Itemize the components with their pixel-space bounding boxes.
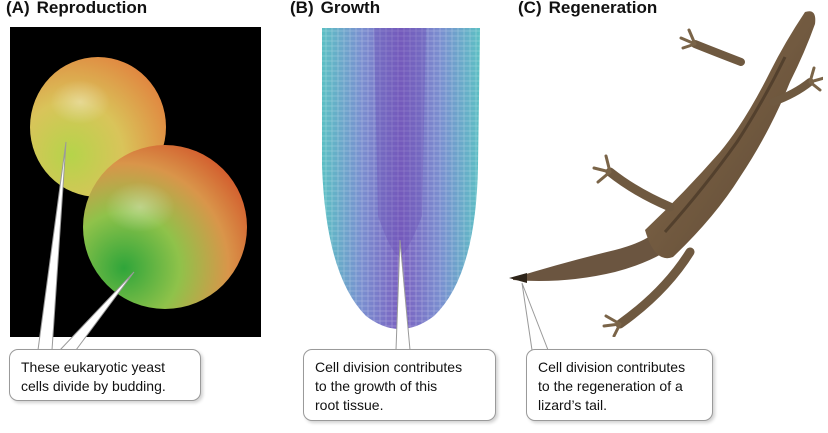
panel-a-heading: Reproduction bbox=[36, 0, 148, 17]
panel-b-letter: (B) bbox=[290, 0, 314, 17]
panel-b-title: (B) Growth bbox=[290, 0, 380, 18]
panel-a-title: (A) Reproduction bbox=[6, 0, 147, 18]
caption-root-line-1: Cell division contributes bbox=[315, 359, 463, 375]
caption-lizard-line-2: to the regeneration of a bbox=[538, 378, 683, 394]
panel-c-title: (C) Regeneration bbox=[518, 0, 657, 18]
caption-yeast-line-2: cells divide by budding. bbox=[21, 378, 166, 394]
root-tip-micrograph bbox=[314, 26, 486, 340]
callout-yeast: These eukaryotic yeast cells divide by b… bbox=[9, 349, 201, 401]
panel-c-letter: (C) bbox=[518, 0, 542, 17]
lizard-photo bbox=[505, 2, 823, 337]
caption-lizard-line-3: lizard’s tail. bbox=[538, 397, 607, 413]
caption-lizard-line-1: Cell division contributes bbox=[538, 359, 686, 375]
caption-root-line-2: to the growth of this bbox=[315, 378, 438, 394]
panel-a-letter: (A) bbox=[6, 0, 30, 17]
panel-b-heading: Growth bbox=[320, 0, 381, 17]
panel-c-heading: Regeneration bbox=[548, 0, 658, 17]
caption-yeast-line-1: These eukaryotic yeast bbox=[21, 359, 165, 375]
caption-root-line-3: root tissue. bbox=[315, 397, 384, 413]
callout-root: Cell division contributes to the growth … bbox=[303, 349, 496, 421]
yeast-micrograph bbox=[10, 27, 261, 337]
callout-lizard: Cell division contributes to the regener… bbox=[526, 349, 713, 421]
